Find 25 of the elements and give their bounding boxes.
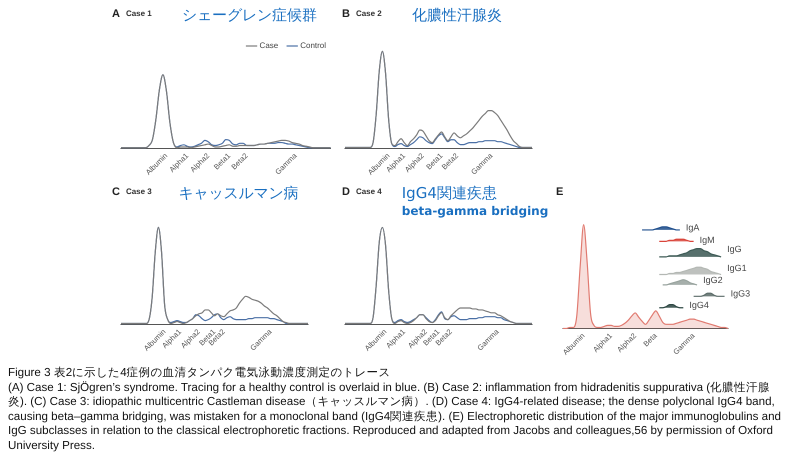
series-label: IgG2	[703, 275, 723, 286]
chart-title: E	[556, 185, 564, 200]
text: (A) Case 1: SjÖgren’s syndrome. Tracing for a healthy control is overlaid in blue. (B) Case 2: inflammation from hidradenitis suppurativa (化膿性汗腺炎). (C) Case 3: idiopathic multicentric Castleman disease（キャッスルマン病）. (D) Case 4: IgG4-related disease; the dense polyclonal IgG4 band, causing beta–gamma bridging, was mistaken for a monoclonal band (IgG4関連疾患). (E) Electrophoretic distribution of the major immunoglobulins and IgG subclasses in relation to the classical electrophoretic fractions. Reproduced and adapted from Jacobs and colleagues,56 by permission of Oxford University Press.	[8, 380, 782, 454]
chart-title: A	[112, 7, 120, 22]
series-label: IgG4	[689, 300, 709, 310]
legend-label: Case	[260, 41, 279, 50]
text: キャッスルマン病	[178, 184, 298, 202]
chart-subtitle: Case 4	[356, 186, 382, 198]
chart-title: D	[342, 185, 350, 200]
chart-subtitle: Case 3	[126, 186, 152, 198]
text: シェーグレン症候群	[182, 6, 317, 24]
text: beta-gamma bridging	[402, 203, 548, 220]
text: IgG4関連疾患	[402, 184, 498, 202]
series-label: IgA	[686, 222, 700, 232]
series-label: IgG3	[730, 288, 750, 299]
chart-title: C	[112, 185, 120, 200]
text: Figure 3 表2に示した4症例の血清タンパク電気泳動濃度測定のトレース	[8, 366, 392, 381]
chart-title: B	[342, 7, 350, 22]
series-label: IgM	[700, 234, 715, 245]
text: 化膿性汗腺炎	[412, 6, 502, 24]
series-label: IgG1	[727, 262, 747, 273]
chart-subtitle: Case 1	[126, 8, 152, 20]
legend-label: Control	[300, 41, 326, 50]
series-label: IgG	[727, 244, 742, 254]
chart-subtitle: Case 2	[356, 8, 382, 20]
